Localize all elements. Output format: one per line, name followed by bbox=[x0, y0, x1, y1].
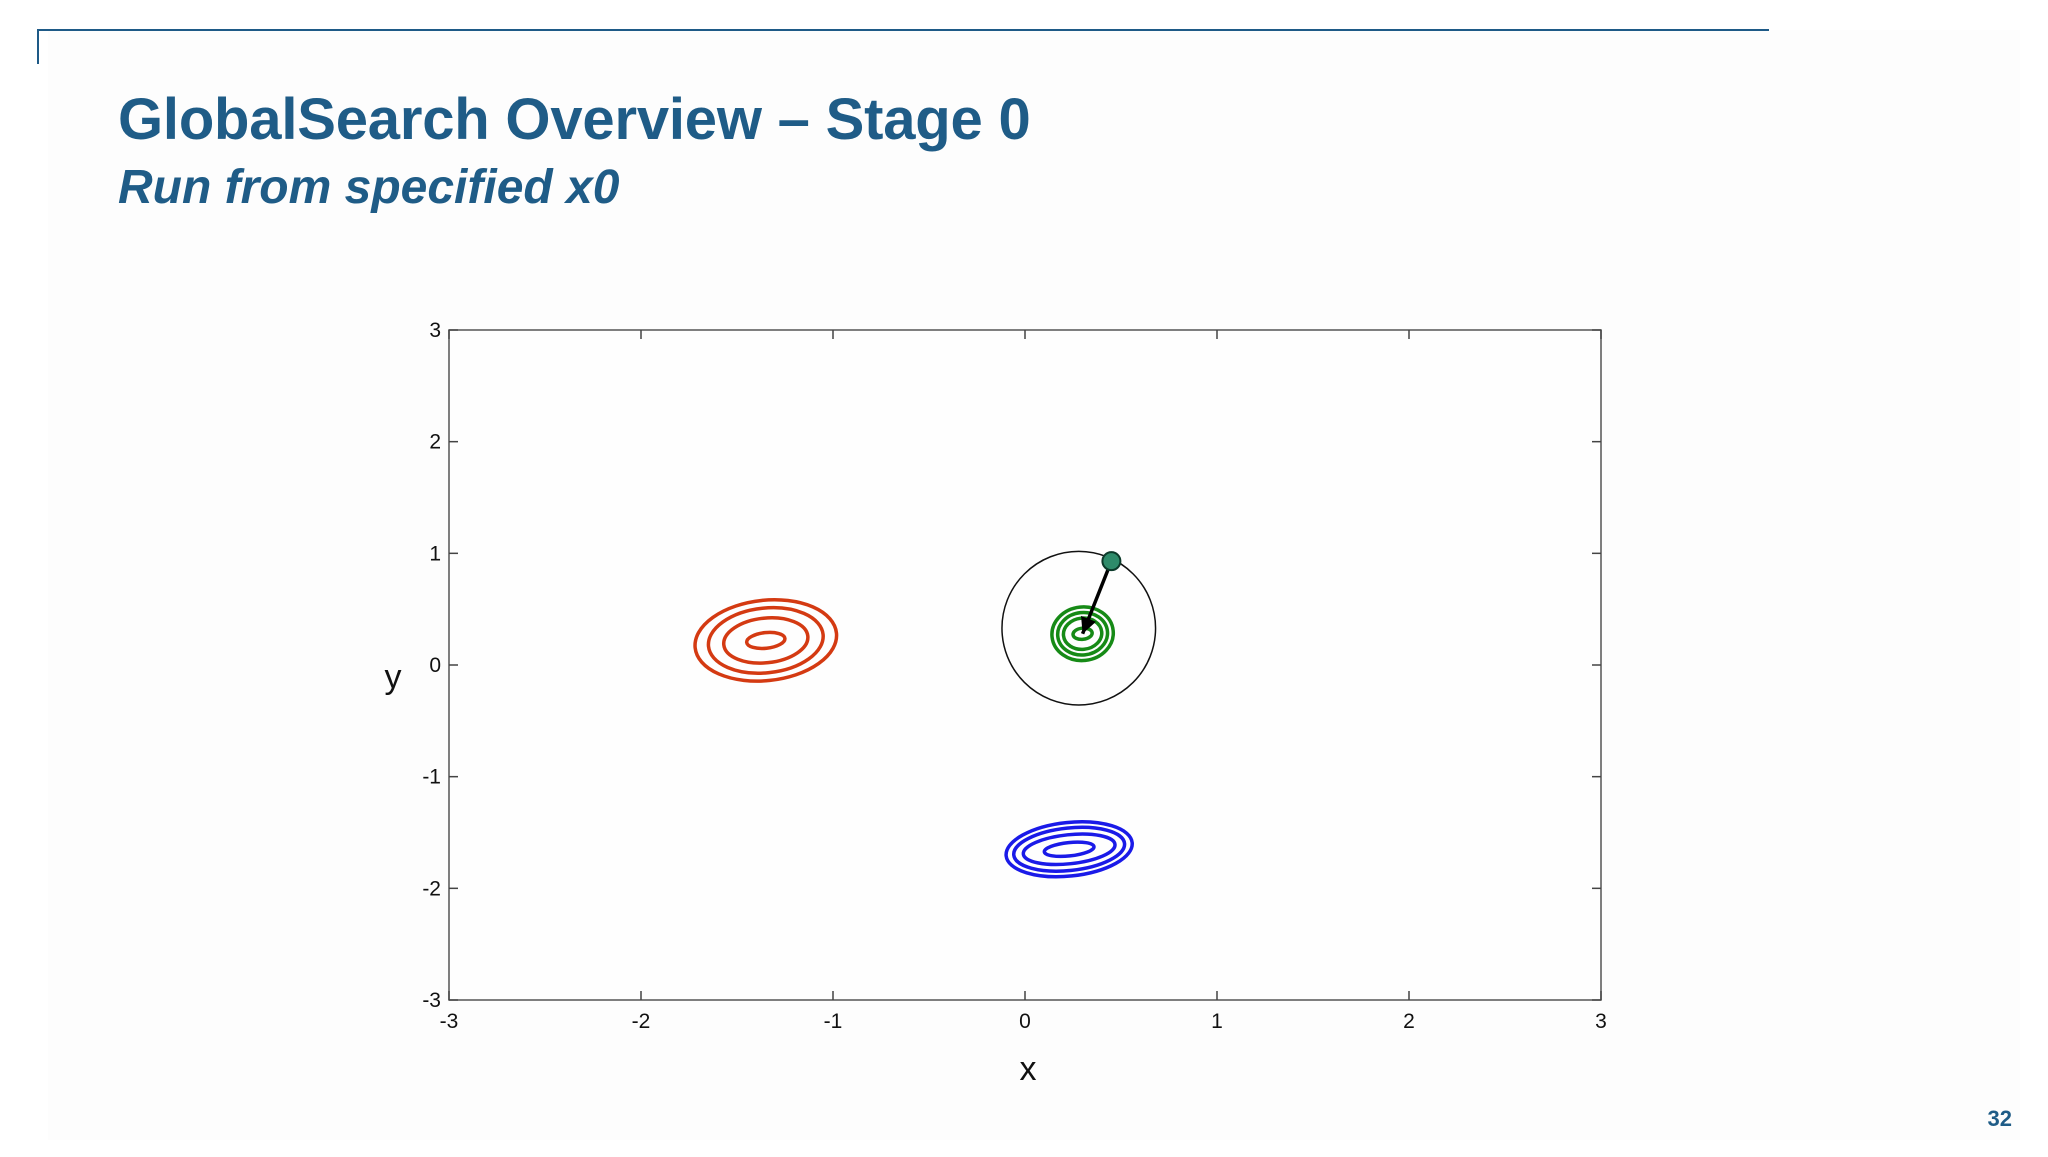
contour-ring bbox=[706, 605, 825, 675]
plot-area bbox=[448, 329, 1602, 1001]
x-tick-label: -3 bbox=[440, 1010, 459, 1033]
contour-ring bbox=[1071, 626, 1094, 642]
slide-subtitle: Run from specified x0 bbox=[118, 161, 620, 214]
x-tick-label: 1 bbox=[1211, 1010, 1223, 1033]
contour-ring bbox=[1021, 832, 1117, 867]
contour-ring bbox=[721, 616, 810, 665]
y-tick-label: 3 bbox=[429, 319, 441, 342]
contour-ring bbox=[693, 598, 839, 683]
y-tick-label: -1 bbox=[422, 766, 441, 789]
x-tick-label: 2 bbox=[1403, 1010, 1415, 1033]
y-tick-label: -3 bbox=[422, 989, 441, 1012]
page-number: 32 bbox=[1987, 1106, 2012, 1131]
y-tick-label: 2 bbox=[429, 431, 441, 454]
contour-ring bbox=[1055, 610, 1110, 657]
y-axis-label: y bbox=[385, 658, 402, 696]
x-tick-label: -2 bbox=[632, 1010, 651, 1033]
contour-ring bbox=[744, 630, 787, 651]
slide-title: GlobalSearch Overview – Stage 0 bbox=[118, 87, 1031, 152]
x-axis-label: x bbox=[1020, 1050, 1037, 1088]
y-tick-label: 0 bbox=[429, 654, 441, 677]
contour-ring bbox=[1004, 820, 1134, 879]
contour-ring bbox=[1042, 840, 1096, 859]
arrow-head bbox=[1081, 615, 1096, 634]
x-tick-label: 0 bbox=[1019, 1010, 1031, 1033]
x-tick-label: 3 bbox=[1595, 1010, 1607, 1033]
y-tick-label: -2 bbox=[422, 877, 441, 900]
top-divider bbox=[37, 29, 1769, 31]
contour-ring bbox=[1061, 616, 1104, 652]
contour-ring bbox=[1011, 825, 1127, 873]
contour-ring bbox=[1050, 605, 1116, 663]
top-divider-corner bbox=[37, 29, 39, 64]
basin-circle bbox=[1001, 550, 1157, 706]
x-tick-label: -1 bbox=[824, 1010, 843, 1033]
start-point-x0 bbox=[1101, 551, 1122, 572]
y-tick-label: 1 bbox=[429, 542, 441, 565]
